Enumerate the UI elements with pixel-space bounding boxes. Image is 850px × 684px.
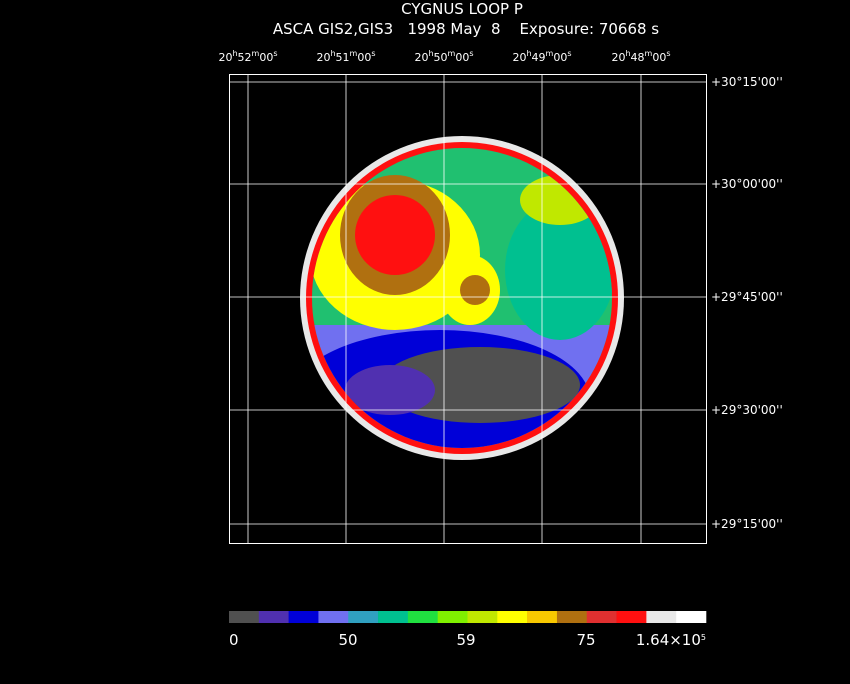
- colorbar-swatch: [646, 611, 677, 623]
- superscript: m: [252, 49, 260, 58]
- region: [460, 275, 490, 305]
- dec-tick-label: +29°15'00'': [711, 517, 783, 531]
- label-part: 00: [259, 51, 273, 64]
- ra-tick-label: 20h50m00s: [414, 49, 473, 64]
- superscript: h: [526, 49, 531, 58]
- label-part: 00: [652, 51, 666, 64]
- label-part: 20: [218, 51, 232, 64]
- colorbar-swatch: [378, 611, 409, 623]
- label-part: 20: [512, 51, 526, 64]
- label-part: 00: [357, 51, 371, 64]
- dec-tick-label: +30°00'00'': [711, 177, 783, 191]
- superscript: s: [371, 49, 375, 58]
- dec-tick-label: +29°45'00'': [711, 290, 783, 304]
- title: CYGNUS LOOP P: [401, 0, 523, 18]
- superscript: m: [350, 49, 358, 58]
- colorbar-swatch: [348, 611, 379, 623]
- subtitle: ASCA GIS2,GIS3 1998 May 8 Exposure: 7066…: [273, 20, 659, 38]
- ra-tick-label: 20h51m00s: [316, 49, 375, 64]
- label-part: 20: [414, 51, 428, 64]
- colorbar-swatch: [586, 611, 617, 623]
- image: [300, 136, 624, 460]
- label-part: 52: [238, 51, 252, 64]
- superscript: m: [448, 49, 456, 58]
- region: [345, 365, 435, 415]
- colorbar-swatch: [556, 611, 588, 623]
- region: [380, 347, 580, 423]
- colorbar-swatch: [407, 611, 438, 623]
- superscript: s: [567, 49, 571, 58]
- label-part: 50: [434, 51, 448, 64]
- colorbar-swatch: [258, 611, 289, 623]
- label-part: 00: [455, 51, 469, 64]
- superscript: m: [645, 49, 653, 58]
- label-part: 00: [553, 51, 567, 64]
- superscript: h: [330, 49, 335, 58]
- dec-tick-label: +30°15'00'': [711, 75, 783, 89]
- ra-tick-label: 20h52m00s: [218, 49, 277, 64]
- colorbar-swatch: [676, 611, 707, 623]
- label-part: 20: [316, 51, 330, 64]
- region: [505, 200, 612, 340]
- colorbar-label: 75: [576, 631, 595, 649]
- ra-tick-label: 20h48m00s: [611, 49, 670, 64]
- colorbar-label: 1.64×105: [636, 631, 706, 649]
- colorbar-swatch: [467, 611, 498, 623]
- superscript: m: [546, 49, 554, 58]
- colorbar-swatch: [616, 611, 647, 623]
- label-part: 51: [336, 51, 350, 64]
- colorbar-swatch: [437, 611, 468, 623]
- colorbar-swatch: [527, 611, 558, 623]
- label-part: 59: [456, 631, 475, 649]
- label-part: 75: [576, 631, 595, 649]
- dec-tick-label: +29°30'00'': [711, 403, 783, 417]
- superscript: s: [469, 49, 473, 58]
- superscript: h: [232, 49, 237, 58]
- frame: [229, 74, 707, 544]
- label-part: 48: [631, 51, 645, 64]
- label-part: 50: [338, 631, 357, 649]
- superscript: h: [428, 49, 433, 58]
- colorbar-label: 0: [229, 631, 239, 649]
- superscript: s: [666, 49, 670, 58]
- superscript: h: [625, 49, 630, 58]
- superscript: 5: [701, 633, 706, 642]
- label-part: 20: [611, 51, 625, 64]
- colorbar-swatch: [288, 611, 319, 623]
- colorbar-label: 59: [456, 631, 475, 649]
- superscript: s: [273, 49, 277, 58]
- region: [355, 195, 435, 275]
- colorbar-swatch: [497, 611, 528, 623]
- colorbar-swatch: [318, 611, 349, 623]
- colorbar-swatch: [229, 611, 260, 623]
- label-part: 0: [229, 631, 239, 649]
- label-part: 49: [532, 51, 546, 64]
- label-part: 1.64×10: [636, 631, 701, 649]
- colorbar-label: 50: [338, 631, 357, 649]
- ra-tick-label: 20h49m00s: [512, 49, 571, 64]
